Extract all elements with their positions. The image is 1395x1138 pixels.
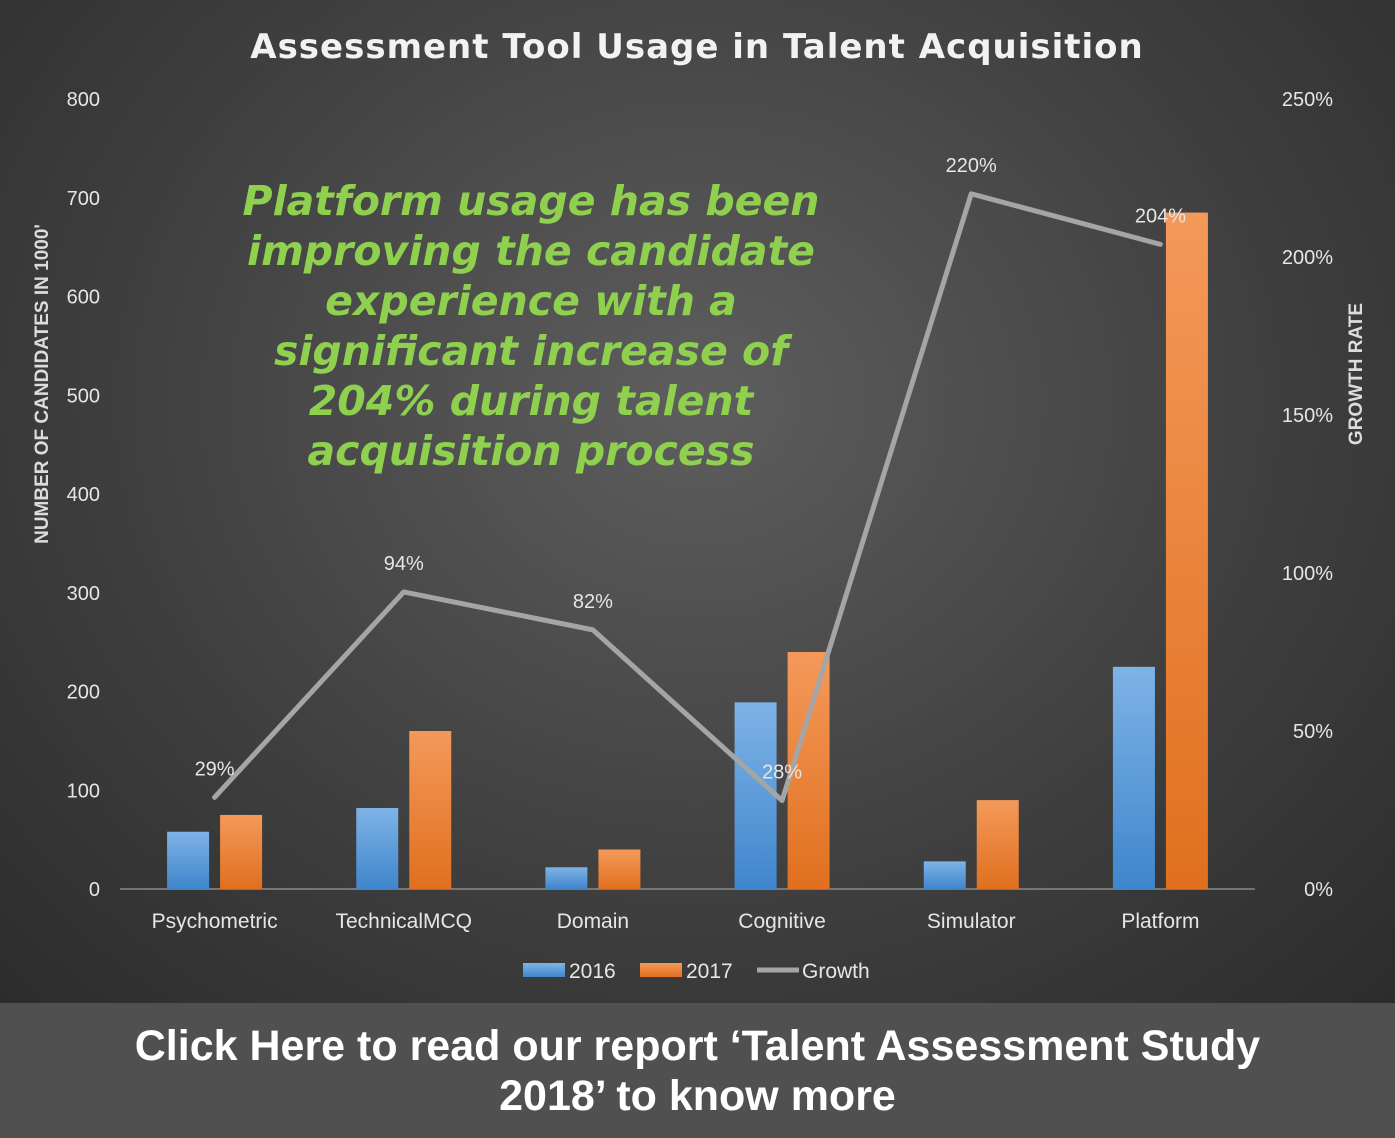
legend-swatch-2017: [640, 963, 682, 977]
x-tick-label: Simulator: [927, 910, 1016, 933]
growth-data-label: 29%: [195, 758, 235, 780]
bar-2017-technicalmcq: [409, 731, 452, 889]
x-tick-label: Domain: [557, 910, 629, 933]
bar-2016-cognitive: [734, 702, 777, 889]
chart-area: Assessment Tool Usage in Talent Acquisit…: [0, 0, 1395, 1003]
bar-2017-platform: [1165, 212, 1208, 889]
y2-tick-label: 200%: [1282, 247, 1333, 269]
bar-2017-domain: [598, 849, 641, 889]
report-link-line-1[interactable]: Click Here to read our report ‘Talent As…: [134, 1021, 1261, 1070]
y-tick-label: 500: [67, 385, 100, 407]
y-tick-label: 0: [89, 879, 100, 901]
growth-data-label: 94%: [384, 553, 424, 575]
y-tick-label: 300: [67, 583, 100, 605]
x-tick-label: Psychometric: [152, 910, 278, 933]
x-tick-label: Platform: [1121, 910, 1199, 933]
chart-title: Assessment Tool Usage in Talent Acquisit…: [250, 27, 1144, 67]
y-tick-label: 100: [67, 780, 100, 802]
bar-2016-simulator: [923, 861, 966, 889]
annotation-line: Platform usage has been: [243, 177, 820, 225]
y-tick-label: 800: [67, 89, 100, 111]
y2-tick-label: 250%: [1282, 89, 1333, 111]
annotation-line: 204% during talent: [309, 377, 755, 425]
y2-tick-label: 50%: [1293, 721, 1333, 743]
x-tick-label: TechnicalMCQ: [335, 910, 472, 933]
y2-axis-title: GROWTH RATE: [1346, 303, 1367, 445]
growth-line: [212, 191, 1163, 804]
growth-data-label: 204%: [1135, 205, 1186, 227]
legend-label-growth: Growth: [802, 960, 870, 983]
y2-tick-label: 150%: [1282, 405, 1333, 427]
y2-tick-label: 100%: [1282, 563, 1333, 585]
bar-2016-technicalmcq: [356, 808, 399, 889]
combo-chart: Assessment Tool Usage in Talent Acquisit…: [32, 27, 1367, 983]
y-tick-label: 200: [67, 682, 100, 704]
y-tick-label: 700: [67, 188, 100, 210]
annotation-line: significant increase of: [274, 327, 793, 375]
legend-label-2016: 2016: [569, 960, 616, 983]
annotation-line: experience with a: [325, 277, 737, 325]
bar-2016-psychometric: [167, 831, 210, 889]
annotation-line: improving the candidate: [247, 227, 815, 275]
bar-2017-simulator: [976, 800, 1019, 889]
y-tick-label: 400: [67, 484, 100, 506]
y-axis-title: NUMBER OF CANDIDATES IN 1000': [32, 224, 53, 544]
bar-2016-domain: [545, 867, 588, 889]
report-banner[interactable]: Click Here to read our report ‘Talent As…: [0, 1003, 1395, 1138]
bar-2017-psychometric: [220, 814, 263, 889]
legend-label-2017: 2017: [686, 960, 733, 983]
growth-data-label: 82%: [573, 591, 613, 613]
annotation-line: acquisition process: [308, 427, 755, 475]
growth-data-label: 28%: [762, 762, 802, 784]
y-tick-label: 600: [67, 287, 100, 309]
report-link[interactable]: Click Here to read our report ‘Talent As…: [38, 1021, 1358, 1121]
legend-swatch-2016: [523, 963, 565, 977]
x-tick-label: Cognitive: [738, 910, 826, 933]
bar-2016-platform: [1112, 666, 1155, 889]
growth-data-label: 220%: [946, 155, 997, 177]
bar-2017-cognitive: [787, 652, 830, 889]
y2-tick-label: 0%: [1304, 879, 1333, 901]
report-link-line-2[interactable]: 2018’ to know more: [499, 1071, 896, 1120]
